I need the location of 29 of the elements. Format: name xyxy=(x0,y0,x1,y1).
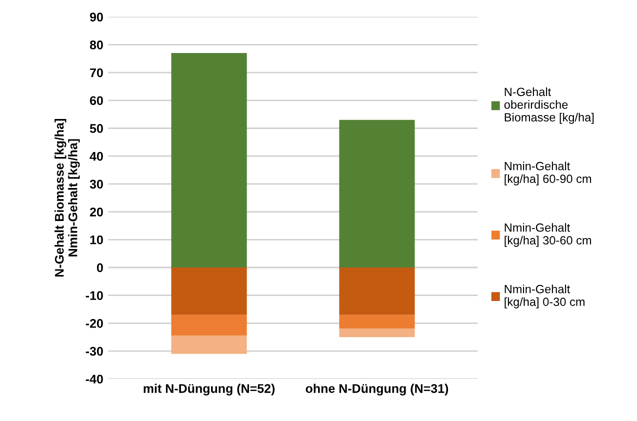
y-tick-label: 40 xyxy=(90,152,103,161)
bar xyxy=(339,120,415,268)
legend-label: Nmin-Gehalt [kg/ha] 60-90 cm xyxy=(504,162,592,186)
y-tick-label: 90 xyxy=(90,12,103,22)
y-tick-label: 60 xyxy=(90,96,103,106)
bar xyxy=(171,314,247,336)
y-tick-label: 80 xyxy=(90,40,103,50)
legend-label: N-Gehalt oberirdische Biomasse [kg/ha] xyxy=(504,87,594,124)
legend-label: Nmin-Gehalt [kg/ha] 30-60 cm xyxy=(504,223,592,247)
bar xyxy=(339,314,415,329)
y-tick-label: -40 xyxy=(86,374,103,384)
y-tick-label: 30 xyxy=(90,180,103,189)
legend-label: Nmin-Gehalt [kg/ha] 0-30 cm xyxy=(504,284,584,308)
y-axis-title: N-Gehalt Biomasse [kg/ha] Nmin-Gehalt [kg/ha] xyxy=(54,119,80,277)
y-tick-label: 10 xyxy=(90,235,103,244)
y-tick-label: -20 xyxy=(86,319,103,328)
bar xyxy=(171,267,247,315)
x-tick-label: mit N-Düngung (N=52) xyxy=(144,384,275,396)
y-tick-label: 70 xyxy=(90,68,103,78)
y-tick-label: -10 xyxy=(86,291,103,300)
bar xyxy=(171,336,247,354)
bar xyxy=(171,53,247,268)
x-tick-label: ohne N-Düngung (N=31) xyxy=(306,384,448,396)
bar xyxy=(339,267,415,315)
y-tick-label: 20 xyxy=(90,208,103,216)
y-tick-label: -30 xyxy=(86,346,103,356)
bar xyxy=(339,328,415,338)
y-tick-label: 0 xyxy=(96,263,103,272)
y-tick-label: 50 xyxy=(90,124,103,133)
